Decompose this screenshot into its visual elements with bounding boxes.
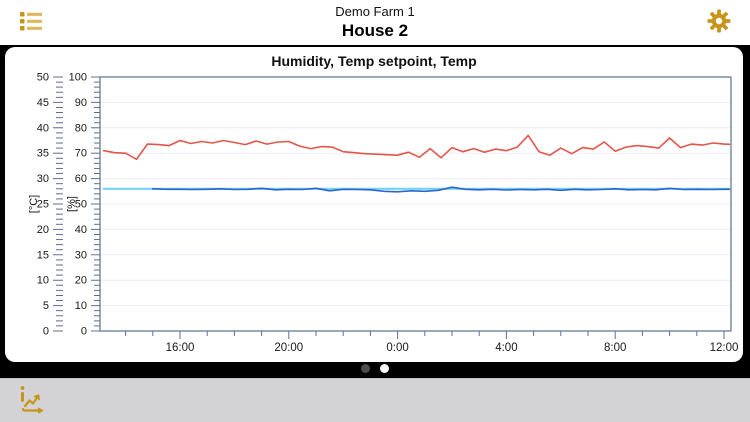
svg-text:10: 10: [75, 300, 87, 312]
svg-text:[%]: [%]: [66, 196, 78, 212]
chart-panel[interactable]: Humidity, Temp setpoint, Temp 0 10 20 30 40 5…: [5, 47, 743, 362]
svg-text:40: 40: [37, 122, 49, 134]
house-name: House 2: [341, 21, 409, 40]
page-dot-2[interactable]: [380, 364, 389, 373]
gear-icon: [706, 8, 732, 37]
svg-text:90: 90: [75, 97, 87, 109]
svg-text:50: 50: [37, 72, 49, 84]
svg-text:16:00: 16:00: [166, 342, 195, 354]
svg-text:15: 15: [37, 249, 49, 261]
svg-text:60: 60: [75, 173, 87, 185]
chart-title: Humidity, Temp setpoint, Temp: [271, 53, 477, 69]
svg-text:100: 100: [69, 72, 87, 84]
svg-text:0: 0: [81, 326, 87, 338]
farm-name: Demo Farm 1: [335, 4, 415, 19]
svg-text:30: 30: [75, 249, 87, 261]
chart-info-icon: [16, 384, 48, 417]
svg-text:0:00: 0:00: [386, 342, 408, 354]
svg-text:30: 30: [37, 173, 49, 185]
list-icon: [19, 10, 43, 35]
humidity-temp-chart: 0 10 20 30 40 50 60 70 80 90 100 [%] 0 5 10 15 20 25 30 35 4…: [28, 72, 739, 355]
settings-button[interactable]: [702, 6, 736, 40]
svg-text:[°C]: [°C]: [28, 195, 40, 213]
page-dot-1[interactable]: [361, 364, 370, 373]
chart-info-tab-button[interactable]: [16, 384, 48, 417]
menu-list-button[interactable]: [14, 6, 48, 40]
svg-text:8:00: 8:00: [604, 342, 626, 354]
svg-text:35: 35: [37, 148, 49, 160]
series-temp: [152, 186, 731, 193]
series-humidity: [103, 134, 731, 161]
svg-text:50: 50: [75, 199, 87, 211]
svg-text:40: 40: [75, 224, 87, 236]
svg-text:45: 45: [37, 97, 49, 109]
svg-text:12:00: 12:00: [710, 342, 739, 354]
app-header: Demo Farm 1 House 2: [0, 0, 750, 45]
bottom-toolbar: [0, 378, 750, 422]
svg-text:70: 70: [75, 148, 87, 160]
chart-page: Humidity, Temp setpoint, Temp 0 10 20 30 40 5…: [0, 45, 750, 378]
svg-text:20: 20: [37, 224, 49, 236]
svg-text:5: 5: [43, 300, 49, 312]
svg-text:20:00: 20:00: [274, 342, 303, 354]
svg-text:80: 80: [75, 122, 87, 134]
svg-text:25: 25: [37, 199, 49, 211]
svg-text:20: 20: [75, 275, 87, 287]
header-titles: Demo Farm 1 House 2: [0, 4, 750, 41]
svg-text:10: 10: [37, 275, 49, 287]
page-indicator[interactable]: [0, 364, 750, 373]
svg-text:0: 0: [43, 326, 49, 338]
svg-text:4:00: 4:00: [495, 342, 517, 354]
